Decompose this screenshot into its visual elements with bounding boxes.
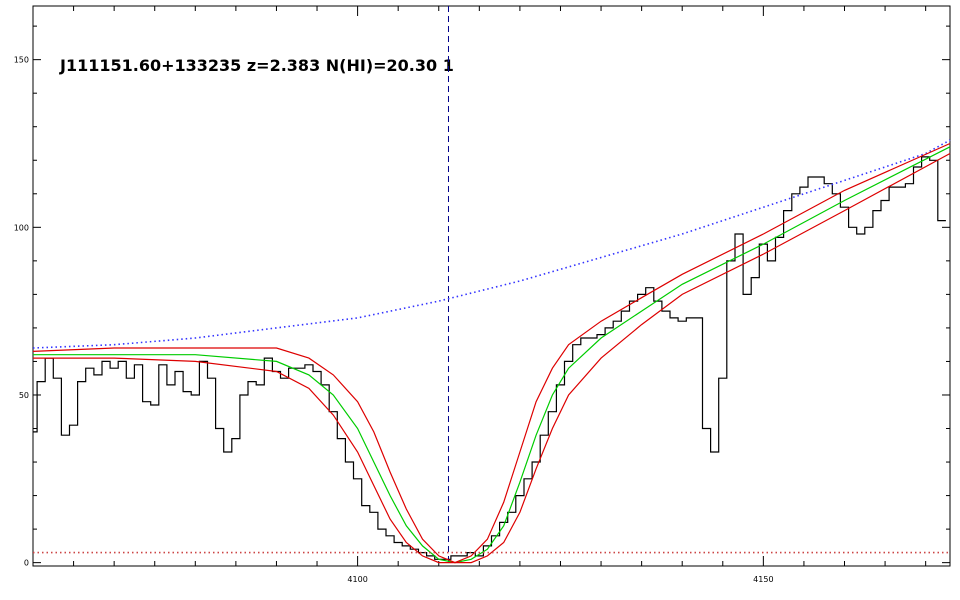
x-tick-label: 4150 (753, 575, 773, 584)
y-tick-label: 100 (14, 223, 29, 232)
y-tick-label: 0 (24, 559, 29, 568)
y-tick-label: 50 (19, 391, 29, 400)
y-tick-label: 150 (14, 56, 29, 65)
series-model (33, 146, 951, 564)
series-flux-histogram (33, 156, 946, 560)
chart-title: J111151.60+133235 z=2.383 N(HI)=20.30 1 (59, 56, 454, 75)
series-model-lower (33, 152, 951, 564)
plot-frame (32, 5, 951, 567)
series-continuum (32, 139, 951, 349)
axis-ticks: 0 50 100 150 4100 4150 (14, 6, 950, 584)
series-layer (32, 6, 951, 566)
series-model-upper (32, 142, 951, 564)
x-tick-label: 4100 (347, 575, 367, 584)
